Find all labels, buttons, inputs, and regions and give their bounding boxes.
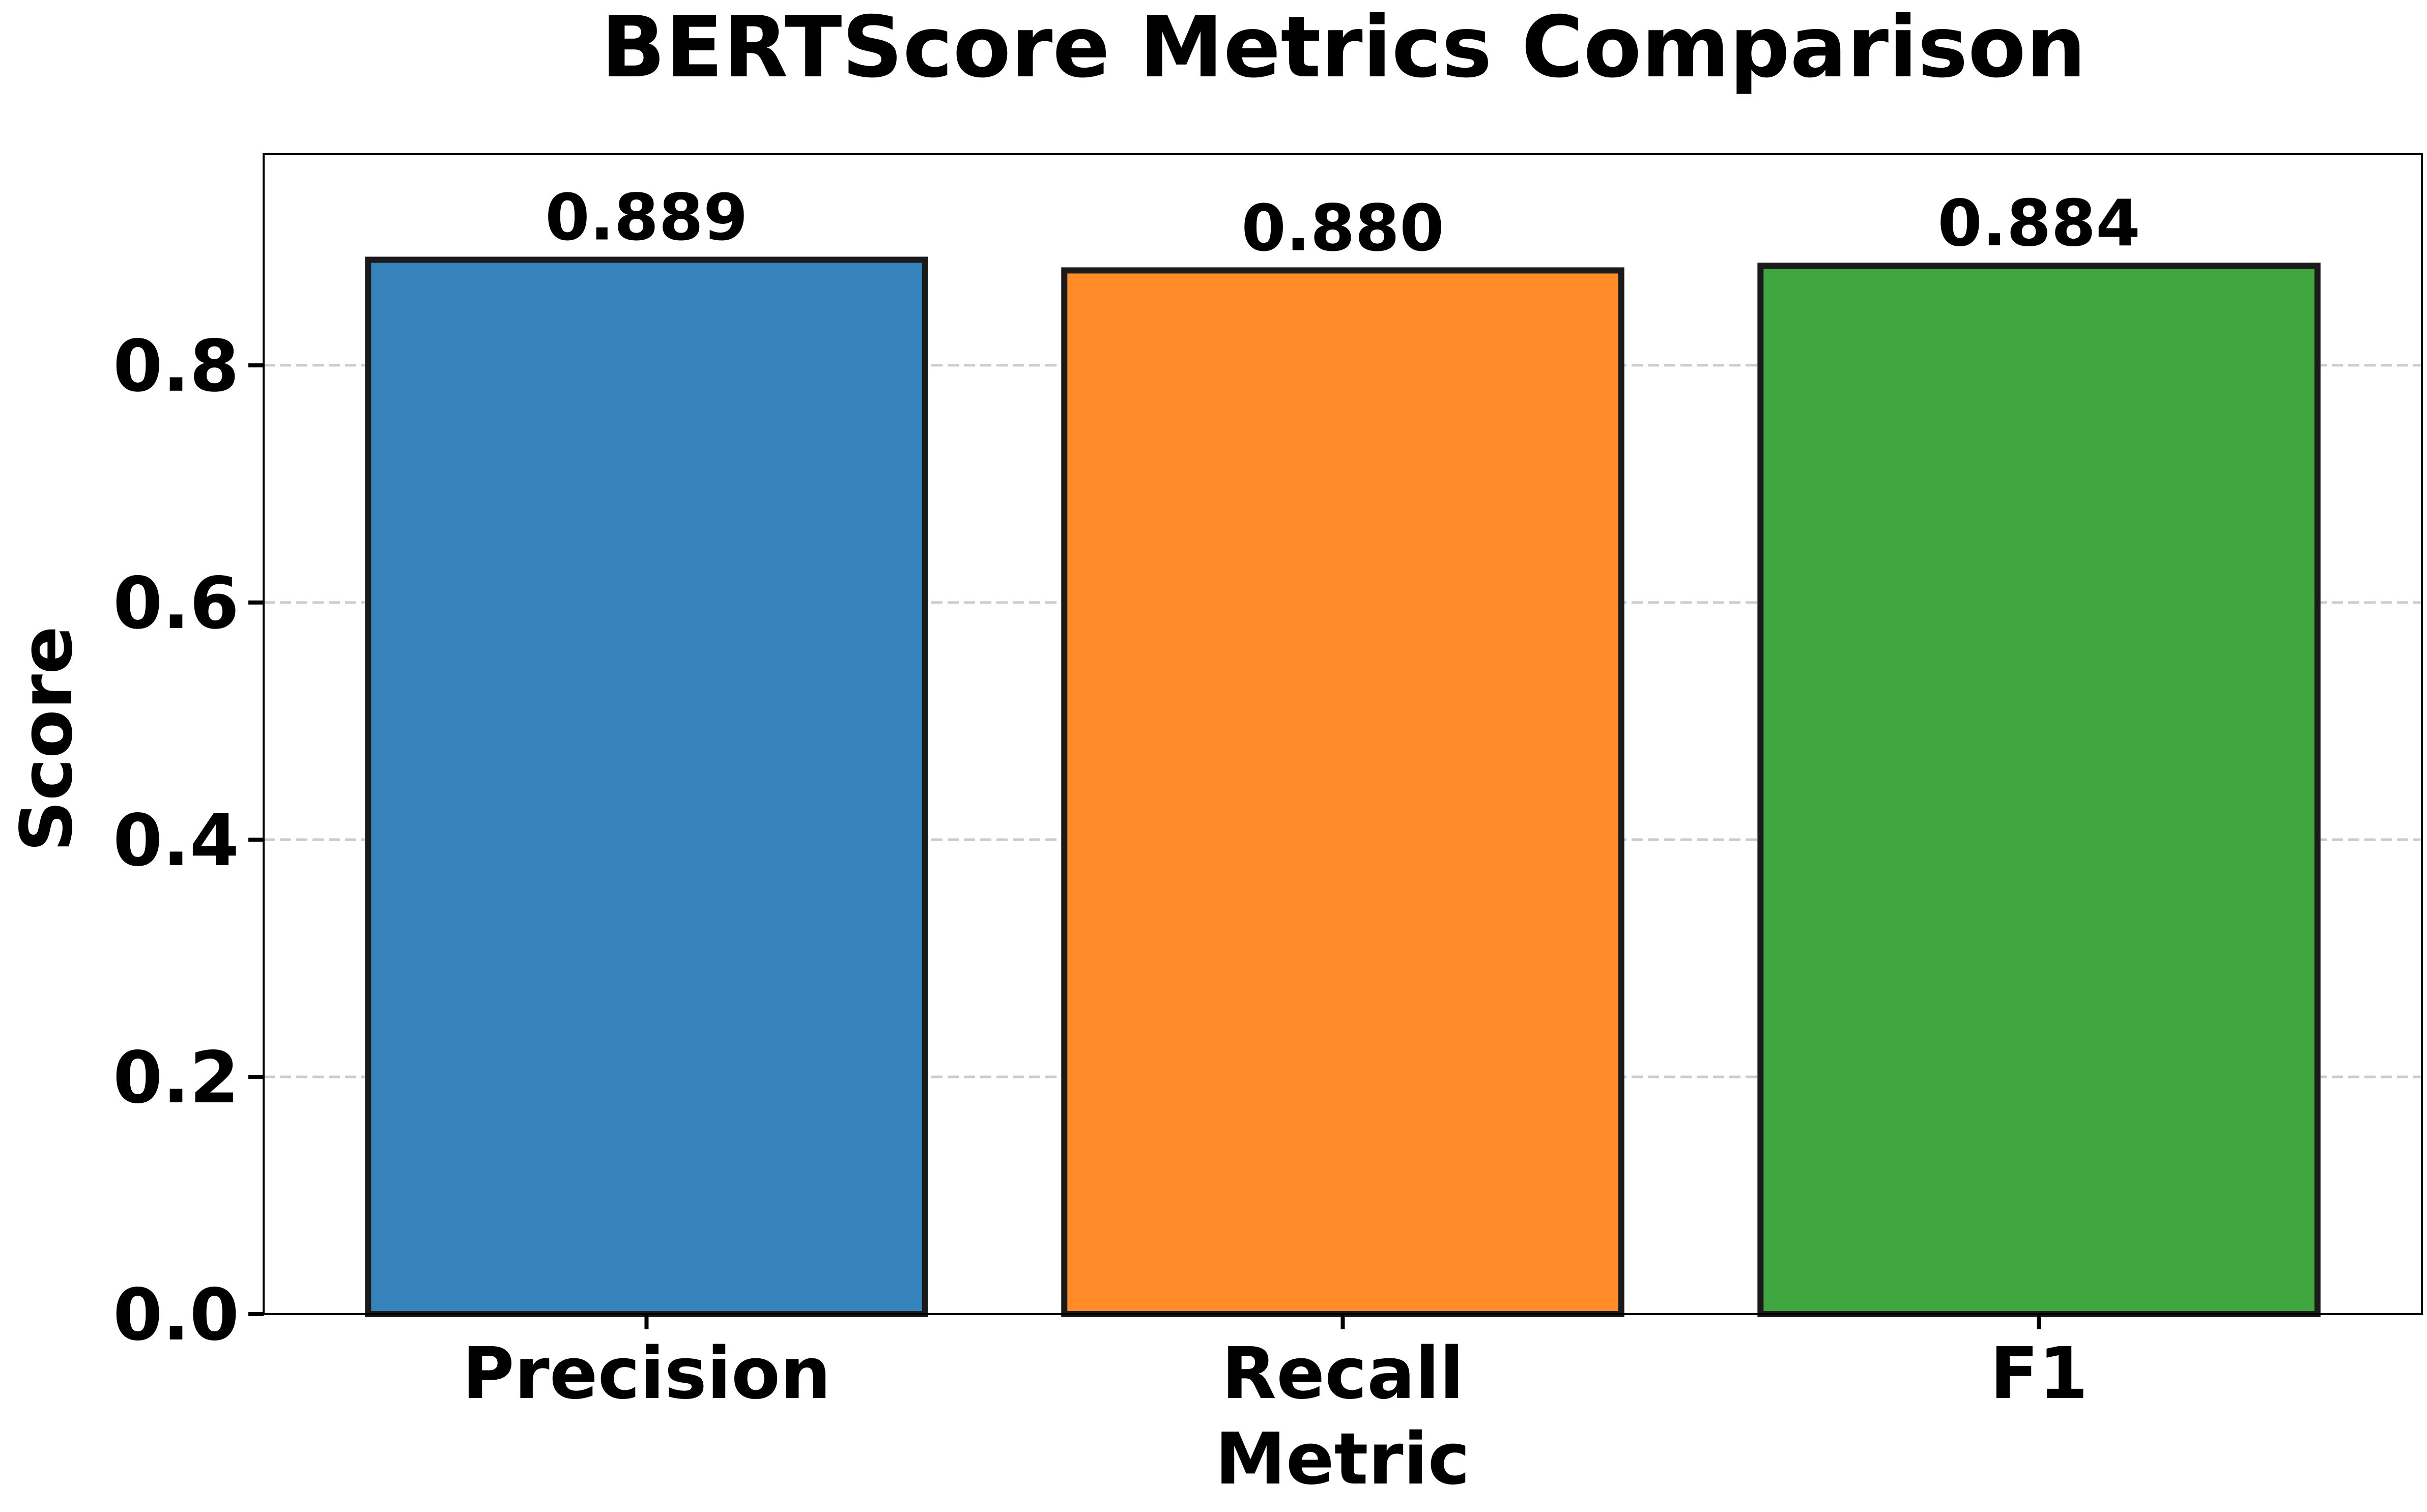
data-label-f1: 0.884 — [1937, 186, 2140, 261]
y-tick-label-4: 0.8 — [113, 325, 239, 408]
y-tick-label-1: 0.2 — [113, 1037, 239, 1120]
data-labels: 0.889 0.880 0.884 — [545, 180, 2140, 265]
chart-title: BERTScore Metrics Comparison — [601, 0, 2086, 97]
y-axis-label: Score — [6, 626, 89, 852]
bar-precision — [365, 256, 928, 1318]
bars — [365, 256, 2321, 1318]
x-tick-label-precision: Precision — [462, 1332, 831, 1415]
x-tick-label-recall: Recall — [1221, 1332, 1464, 1415]
y-tick-label-2: 0.4 — [113, 800, 239, 882]
y-tick-label-3: 0.6 — [113, 562, 239, 645]
y-tick-label-0: 0.0 — [113, 1274, 239, 1357]
x-axis-ticks: Precision Recall F1 — [462, 1314, 2088, 1415]
x-tick-label-f1: F1 — [1990, 1332, 2088, 1415]
y-axis-ticks: 0.0 0.2 0.4 0.6 0.8 — [113, 325, 264, 1357]
data-label-recall: 0.880 — [1241, 190, 1444, 265]
bar-recall — [1061, 267, 1624, 1318]
bar-f1 — [1757, 263, 2321, 1318]
x-axis-label: Metric — [1215, 1418, 1470, 1501]
data-label-precision: 0.889 — [545, 180, 748, 254]
